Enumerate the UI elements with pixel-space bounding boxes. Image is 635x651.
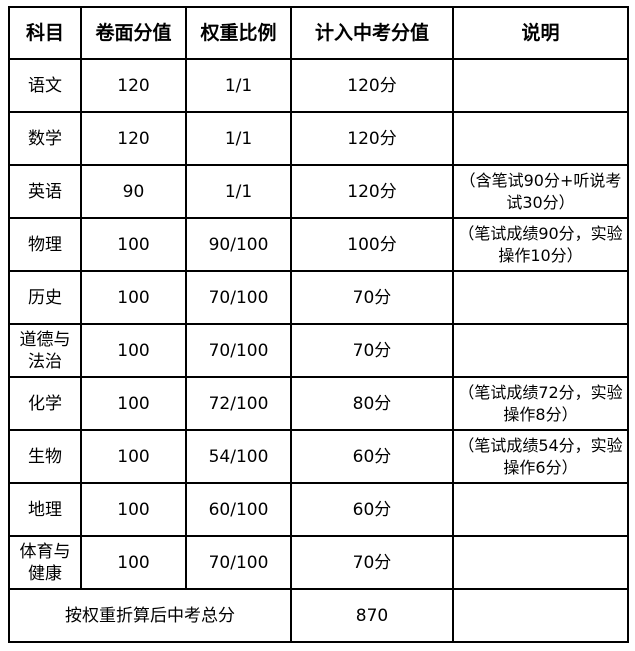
raw-score-cell: 100 <box>80 270 187 325</box>
table-row: 道德与法治 100 70/100 70分 <box>8 323 629 378</box>
note-cell <box>452 323 629 378</box>
raw-score-cell: 120 <box>80 111 187 166</box>
subject-cell: 体育与健康 <box>8 535 82 590</box>
subject-cell: 语文 <box>8 58 82 113</box>
header-counted-score: 计入中考分值 <box>290 6 454 60</box>
weight-cell: 90/100 <box>185 217 292 272</box>
table-row: 数学 120 1/1 120分 <box>8 111 629 166</box>
table-row: 物理 100 90/100 100分 （笔试成绩90分，实验操作10分） <box>8 217 629 272</box>
header-subject: 科目 <box>8 6 82 60</box>
note-cell <box>452 482 629 537</box>
counted-score-cell: 70分 <box>290 323 454 378</box>
note-cell <box>452 58 629 113</box>
header-raw-score: 卷面分值 <box>80 6 187 60</box>
counted-score-cell: 120分 <box>290 111 454 166</box>
total-row: 按权重折算后中考总分 870 <box>8 588 629 643</box>
table-row: 语文 120 1/1 120分 <box>8 58 629 113</box>
counted-score-cell: 80分 <box>290 376 454 431</box>
weight-cell: 70/100 <box>185 535 292 590</box>
table-row: 历史 100 70/100 70分 <box>8 270 629 325</box>
weight-cell: 60/100 <box>185 482 292 537</box>
total-note <box>452 588 629 643</box>
table-row: 体育与健康 100 70/100 70分 <box>8 535 629 590</box>
header-weight: 权重比例 <box>185 6 292 60</box>
note-cell <box>452 535 629 590</box>
raw-score-cell: 100 <box>80 376 187 431</box>
subject-cell: 物理 <box>8 217 82 272</box>
note-cell: （含笔试90分+听说考试30分） <box>452 164 629 219</box>
note-cell: （笔试成绩72分，实验操作8分） <box>452 376 629 431</box>
weight-cell: 1/1 <box>185 164 292 219</box>
raw-score-cell: 100 <box>80 323 187 378</box>
weight-cell: 54/100 <box>185 429 292 484</box>
subject-cell: 化学 <box>8 376 82 431</box>
counted-score-cell: 120分 <box>290 164 454 219</box>
counted-score-cell: 120分 <box>290 58 454 113</box>
subject-cell: 道德与法治 <box>8 323 82 378</box>
raw-score-cell: 100 <box>80 482 187 537</box>
weight-cell: 70/100 <box>185 270 292 325</box>
counted-score-cell: 70分 <box>290 535 454 590</box>
subject-cell: 数学 <box>8 111 82 166</box>
note-cell <box>452 270 629 325</box>
raw-score-cell: 100 <box>80 217 187 272</box>
weight-cell: 70/100 <box>185 323 292 378</box>
total-value: 870 <box>290 588 454 643</box>
table-row: 化学 100 72/100 80分 （笔试成绩72分，实验操作8分） <box>8 376 629 431</box>
note-cell <box>452 111 629 166</box>
subject-cell: 地理 <box>8 482 82 537</box>
subject-cell: 生物 <box>8 429 82 484</box>
raw-score-cell: 100 <box>80 429 187 484</box>
score-table: 科目 卷面分值 权重比例 计入中考分值 说明 语文 120 1/1 120分 数学 120… <box>8 6 629 643</box>
note-cell: （笔试成绩54分，实验操作6分） <box>452 429 629 484</box>
counted-score-cell: 70分 <box>290 270 454 325</box>
raw-score-cell: 90 <box>80 164 187 219</box>
table-row: 地理 100 60/100 60分 <box>8 482 629 537</box>
raw-score-cell: 100 <box>80 535 187 590</box>
table-row: 英语 90 1/1 120分 （含笔试90分+听说考试30分） <box>8 164 629 219</box>
total-label: 按权重折算后中考总分 <box>8 588 292 643</box>
weight-cell: 1/1 <box>185 111 292 166</box>
table-row: 生物 100 54/100 60分 （笔试成绩54分，实验操作6分） <box>8 429 629 484</box>
weight-cell: 1/1 <box>185 58 292 113</box>
weight-cell: 72/100 <box>185 376 292 431</box>
header-note: 说明 <box>452 6 629 60</box>
subject-cell: 英语 <box>8 164 82 219</box>
counted-score-cell: 60分 <box>290 482 454 537</box>
counted-score-cell: 100分 <box>290 217 454 272</box>
subject-cell: 历史 <box>8 270 82 325</box>
note-cell: （笔试成绩90分，实验操作10分） <box>452 217 629 272</box>
counted-score-cell: 60分 <box>290 429 454 484</box>
header-row: 科目 卷面分值 权重比例 计入中考分值 说明 <box>8 6 629 60</box>
raw-score-cell: 120 <box>80 58 187 113</box>
